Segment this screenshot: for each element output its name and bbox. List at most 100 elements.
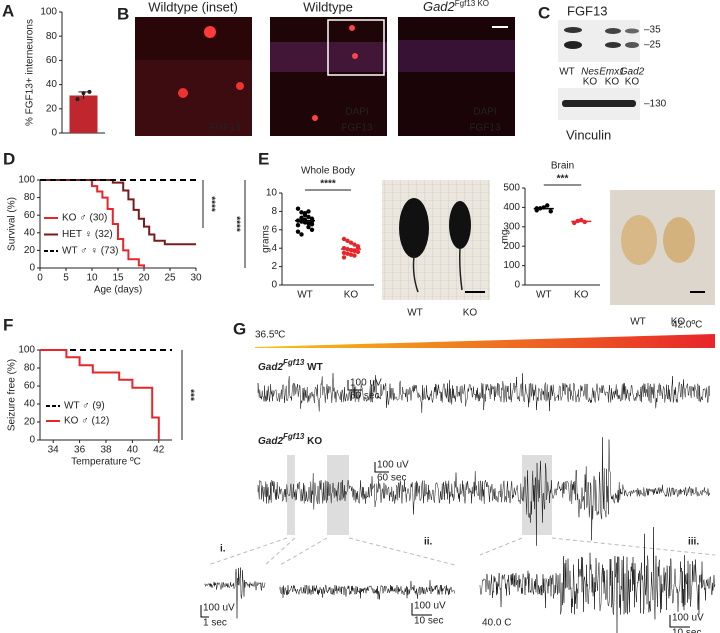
connector [279, 537, 328, 566]
data-point [309, 227, 315, 232]
scale-label: 100 uV [414, 601, 446, 612]
data-point [352, 253, 357, 258]
mw-marker: –35 [644, 25, 661, 36]
y-tick-label: 100 [40, 7, 57, 18]
x-tick-label: 10 [86, 273, 98, 284]
x-tick-label: 34 [48, 445, 60, 456]
y-axis-label: mg [500, 230, 511, 244]
trace-label-part: WT [304, 362, 322, 373]
y-tick-label: 500 [503, 183, 520, 194]
data-point [306, 214, 311, 220]
lane-label: Gad2 [620, 67, 645, 78]
tail [412, 255, 419, 293]
scale-label: 100 uV [350, 378, 382, 389]
scale-label: 60 sec [377, 473, 406, 484]
data-point [87, 89, 92, 94]
y-tick-label: 0 [29, 263, 35, 274]
annotation: *** [557, 174, 569, 185]
legend-label: KO ♂ (12) [64, 416, 109, 427]
image-label: FGF13 [469, 123, 501, 134]
series-line [40, 179, 145, 268]
legend-label: HET ♀ (32) [62, 229, 113, 240]
image-title: Wildtype [303, 0, 353, 14]
image-label: FGF13 [341, 123, 373, 134]
data-point [299, 210, 304, 215]
y-tick-label: 300 [503, 221, 520, 232]
panel-label: B [117, 4, 129, 23]
y-tick-label: 0 [29, 435, 35, 446]
photo-label: KO [671, 317, 686, 328]
y-tick-label: 2 [271, 261, 277, 272]
x-axis-label: Age (days) [94, 285, 142, 296]
band [625, 42, 639, 48]
eeg-trace [479, 527, 716, 633]
connector [551, 537, 716, 556]
x-tick-label: 40 [127, 445, 139, 456]
mouse [449, 201, 471, 249]
data-point [348, 252, 354, 257]
data-point [345, 238, 350, 244]
trace-label: Gad2Fgf13 WT [258, 358, 323, 373]
connector [264, 537, 296, 566]
data-point [352, 242, 357, 247]
x-tick-label: 0 [37, 273, 43, 284]
blot [558, 20, 640, 62]
data-point [341, 236, 347, 242]
data-point [306, 224, 311, 230]
temperature-label: 36.5ºC [255, 330, 285, 341]
y-tick-label: 200 [503, 241, 520, 252]
chart-title: Whole Body [301, 166, 355, 177]
y-tick-label: 20 [46, 103, 58, 114]
photos [382, 180, 715, 305]
y-tick-label: 80 [24, 363, 36, 374]
scale-label: 100 uV [203, 603, 235, 614]
trace-label-part: Gad2 [258, 362, 283, 373]
cell [204, 26, 216, 38]
data-point [306, 221, 311, 226]
y-axis-label: Seizure free (%) [7, 359, 18, 431]
annotation: **** [205, 196, 216, 212]
x-tick-label: WT [297, 290, 313, 301]
y-tick-label: 0 [514, 280, 520, 291]
y-tick-label: 20 [24, 245, 36, 256]
western-blot [558, 20, 640, 120]
blot-title: Vinculin [566, 127, 611, 142]
y-tick-label: 0 [271, 280, 277, 291]
data-point [75, 97, 80, 102]
scale-bar [200, 605, 209, 618]
image-title: Wildtype (inset) [148, 0, 238, 14]
band [564, 41, 582, 49]
x-tick-label: 25 [164, 273, 176, 284]
y-tick-label: 60 [24, 381, 36, 392]
temperature-label: 42.0ºC [672, 320, 702, 331]
scale-bar [374, 462, 389, 473]
scale-bar [347, 380, 362, 391]
data-point [545, 203, 550, 208]
cell [352, 53, 358, 59]
y-tick-label: 60 [24, 210, 36, 221]
legend-label: WT ♂ (9) [64, 401, 105, 412]
data-point [295, 229, 301, 234]
y-tick-label: 60 [46, 55, 58, 66]
x-tick-label: 20 [138, 273, 150, 284]
blot-title: FGF13 [567, 3, 607, 18]
cell [349, 25, 355, 31]
y-tick-label: 100 [18, 175, 35, 186]
brain [663, 217, 695, 263]
x-tick-label: KO [574, 290, 589, 301]
y-tick-label: 400 [503, 202, 520, 213]
tail [459, 247, 463, 291]
lane-label: KO [625, 77, 640, 88]
panel-label: C [538, 3, 550, 22]
lane-label: Nes [581, 67, 599, 78]
x-tick-label: 42 [153, 445, 165, 456]
trace-label-part: Fgf13 [283, 432, 305, 441]
image-label: FGF13 [209, 123, 241, 134]
image-title: Gad2Fgf13 KO [423, 0, 489, 14]
scale-label: 100 uV [377, 460, 409, 471]
series-line [40, 349, 160, 440]
panel-label: A [2, 1, 14, 20]
data-point [302, 211, 308, 216]
y-tick-label: 100 [18, 345, 35, 356]
lane-label: Emx1 [599, 67, 625, 78]
